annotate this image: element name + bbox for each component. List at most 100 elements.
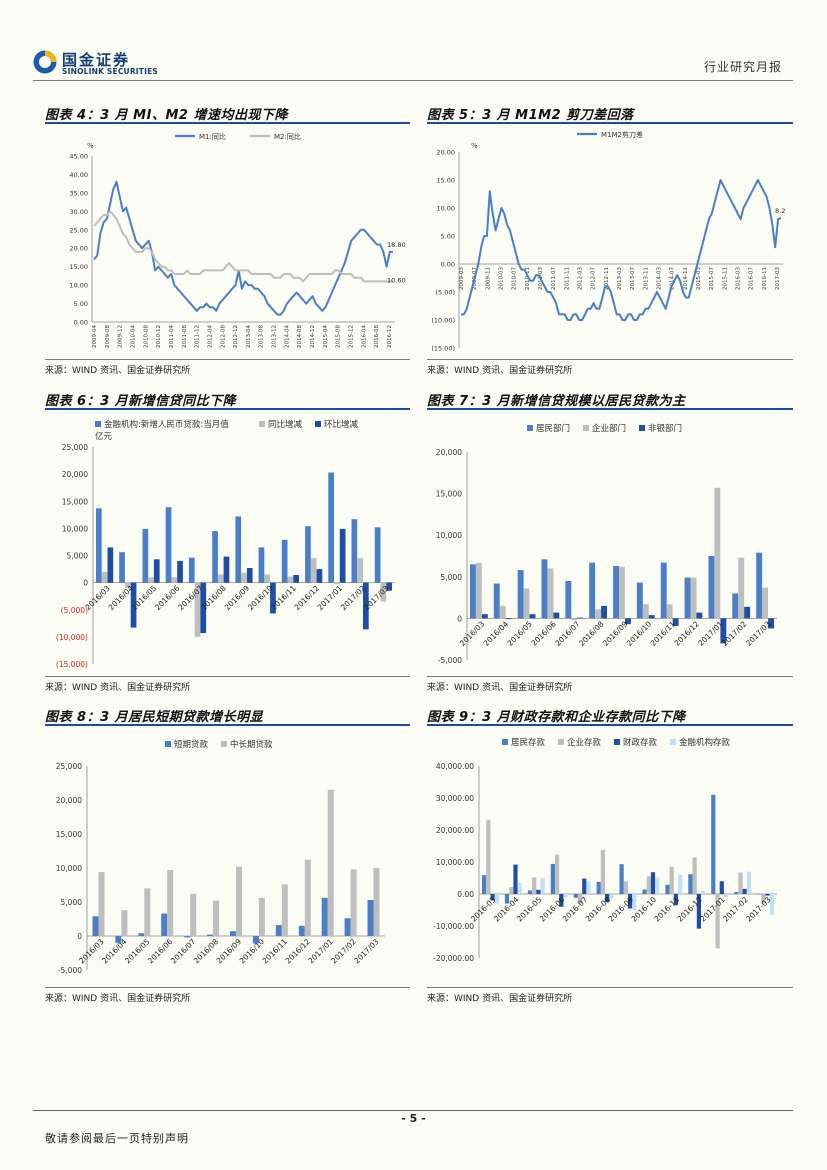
y-tick-label-1-5: 10.00 bbox=[436, 205, 455, 213]
bar-5-1-3 bbox=[555, 854, 560, 894]
bar-2-2-1 bbox=[130, 582, 137, 628]
bar-5-3-7 bbox=[655, 878, 660, 894]
figure-5-chart: (15.00) (10.00) (5.00) 0.00 5.00 10.00 15.00 20… bbox=[431, 130, 785, 353]
x-tick-label-1-7: 2011-07 bbox=[551, 267, 557, 290]
bar-4-0-0 bbox=[92, 916, 99, 936]
bar-3-2-3 bbox=[553, 612, 560, 619]
x-tick-label-1-8: 2011-11 bbox=[564, 267, 570, 290]
figure-8-chart: -5,00005,00010,00015,00020,00025,0002016… bbox=[56, 739, 385, 975]
bar-2-1-2 bbox=[148, 577, 154, 583]
bar-3-1-2 bbox=[523, 588, 530, 619]
bar-2-0-8 bbox=[281, 539, 288, 583]
legend-swatch-4-0 bbox=[165, 741, 171, 747]
bar-4-0-3 bbox=[161, 913, 168, 936]
x-tick-label-0-18: 2015-04 bbox=[323, 325, 329, 348]
bar-4-0-5 bbox=[207, 934, 214, 936]
bar-2-1-1 bbox=[125, 582, 131, 588]
x-tick-label-1-22: 2016-07 bbox=[749, 267, 755, 290]
x-tick-label-3-8: 2016/11 bbox=[649, 619, 678, 648]
bar-4-0-12 bbox=[367, 900, 374, 936]
x-tick-label-5-12: 2017-03 bbox=[744, 895, 773, 924]
bar-3-1-6 bbox=[619, 566, 625, 619]
legend-swatch-5-1 bbox=[558, 739, 564, 745]
x-tick-label-0-16: 2014-08 bbox=[297, 325, 303, 348]
y-tick-label-5-5: 30,000.00 bbox=[436, 794, 474, 803]
legend-label-3-1: 企业部门 bbox=[592, 423, 626, 434]
y-tick-label-2-1: (10,000) bbox=[56, 633, 88, 642]
x-tick-label-0-14: 2013-12 bbox=[272, 325, 278, 348]
y-tick-label-4-6: 25,000 bbox=[56, 762, 82, 771]
legend-label-5-0: 居民存款 bbox=[511, 737, 546, 748]
y-tick-label-0-4: 20.00 bbox=[69, 245, 88, 253]
bar-5-1-5 bbox=[600, 849, 605, 894]
bar-5-1-0 bbox=[486, 819, 491, 894]
bar-2-2-11 bbox=[363, 582, 369, 630]
bar-3-0-0 bbox=[470, 564, 476, 619]
figure-9-title: 图表 9：3 月财政存款和企业存款同比下降 bbox=[427, 710, 686, 725]
bar-3-0-1 bbox=[493, 583, 500, 619]
bar-3-2-9 bbox=[696, 612, 703, 619]
legend-label-5-2: 财政存款 bbox=[623, 737, 658, 748]
x-tick-label-0-19: 2015-08 bbox=[336, 325, 342, 348]
bar-2-1-0 bbox=[101, 571, 108, 583]
bar-3-2-0 bbox=[481, 614, 488, 619]
bar-3-0-3 bbox=[541, 559, 548, 619]
x-tick-label-1-24: 2017-03 bbox=[775, 267, 781, 290]
bar-2-1-9 bbox=[310, 558, 317, 583]
bar-2-0-3 bbox=[165, 507, 172, 583]
figure-4-title-rule bbox=[45, 122, 410, 124]
bar-2-2-12 bbox=[386, 582, 392, 591]
x-tick-label-1-23: 2016-11 bbox=[762, 267, 768, 290]
bar-5-2-7 bbox=[650, 872, 656, 894]
x-tick-label-0-20: 2015-12 bbox=[349, 325, 355, 348]
bar-5-3-10 bbox=[723, 894, 729, 898]
bar-2-1-12 bbox=[380, 582, 387, 602]
bar-5-3-6 bbox=[632, 894, 637, 910]
bar-4-0-4 bbox=[184, 936, 191, 938]
y-tick-label-2-6: 15,000 bbox=[62, 497, 88, 506]
figure-6-title-rule bbox=[45, 408, 410, 410]
bar-2-0-0 bbox=[96, 508, 102, 583]
bar-5-3-5 bbox=[609, 894, 614, 899]
page-number: - 5 - bbox=[401, 1112, 426, 1125]
x-tick-label-0-6: 2011-04 bbox=[169, 325, 175, 348]
bar-3-0-11 bbox=[732, 593, 739, 619]
bar-5-2-1 bbox=[513, 864, 518, 894]
figure-6-title: 图表 6：3 月新增信贷同比下降 bbox=[45, 394, 237, 409]
bar-4-1-6 bbox=[236, 866, 242, 936]
legend-swatch-2-1 bbox=[259, 421, 265, 427]
x-tick-label-3-12: 2017/03 bbox=[744, 619, 773, 648]
bar-4-0-2 bbox=[138, 933, 145, 936]
bar-2-2-0 bbox=[107, 547, 114, 583]
bar-3-2-5 bbox=[601, 605, 607, 619]
bar-4-0-11 bbox=[344, 918, 351, 936]
bar-5-3-2 bbox=[540, 878, 545, 894]
bar-4-1-5 bbox=[213, 900, 220, 936]
x-tick-label-1-2: 2009-11 bbox=[485, 267, 491, 290]
bar-2-0-11 bbox=[351, 519, 358, 583]
bar-4-1-12 bbox=[373, 868, 380, 936]
bar-5-2-11 bbox=[742, 888, 747, 894]
x-tick-label-3-0: 2016/03 bbox=[458, 619, 487, 648]
figure-4-source-rule bbox=[45, 359, 410, 360]
figure-7-title: 图表 7：3 月新增信贷规模以居民贷款为主 bbox=[427, 394, 686, 409]
bar-5-3-11 bbox=[746, 871, 751, 894]
y-tick-label-0-7: 35.00 bbox=[69, 189, 88, 197]
bar-2-2-6 bbox=[246, 568, 253, 583]
y-tick-label-5-6: 40,000.00 bbox=[436, 762, 474, 771]
figure-4-source: 来源：WIND 资讯、国金证券研究所 bbox=[45, 366, 191, 376]
bar-4-1-10 bbox=[327, 789, 334, 936]
x-tick-label-1-19: 2015-07 bbox=[709, 267, 715, 290]
bar-2-2-3 bbox=[177, 560, 183, 583]
x-tick-label-0-11: 2012-12 bbox=[233, 325, 239, 348]
x-tick-label-3-6: 2016/09 bbox=[601, 619, 630, 648]
bar-5-2-9 bbox=[696, 894, 701, 929]
x-tick-label-0-0: 2009-04 bbox=[92, 325, 98, 348]
legend-label-4-0: 短期贷款 bbox=[174, 739, 209, 750]
bar-2-2-5 bbox=[223, 556, 230, 583]
figure-4-chart: 0.00 5.00 10.00 15.00 20.00 25.00 30.00 35.00 40… bbox=[69, 132, 405, 348]
legend-swatch-3-0 bbox=[527, 425, 533, 431]
legend-label-2-0: 金融机构:新增人民币贷款:当月值 bbox=[104, 419, 229, 430]
y-tick-label-4-1: 0 bbox=[77, 932, 82, 941]
figure-8-source: 来源：WIND 资讯、国金证券研究所 bbox=[45, 994, 191, 1004]
